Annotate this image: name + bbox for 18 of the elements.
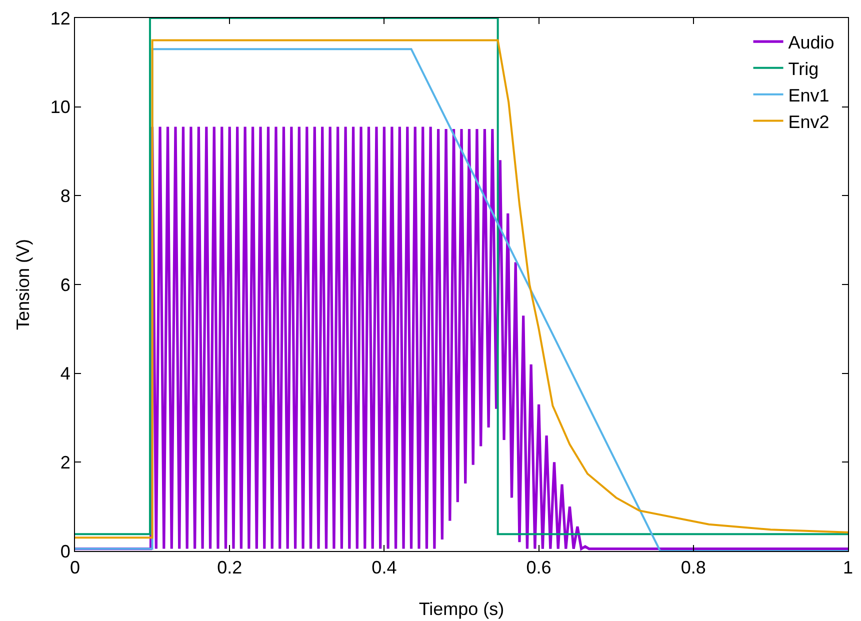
x-tick-label: 0.6 bbox=[526, 558, 552, 578]
y-tick-label: 8 bbox=[60, 186, 70, 206]
x-tick-label: 0.4 bbox=[372, 558, 397, 578]
y-axis-title: Tension (V) bbox=[13, 238, 33, 330]
x-tick-label: 0.8 bbox=[680, 558, 706, 578]
legend-label: Env2 bbox=[788, 112, 830, 132]
y-tick-label: 2 bbox=[60, 452, 70, 472]
y-tick-label: 0 bbox=[60, 541, 70, 562]
y-tick-label: 6 bbox=[60, 274, 70, 295]
y-tick-label: 4 bbox=[60, 364, 70, 384]
x-tick-label: 1 bbox=[842, 558, 854, 578]
x-tick-label: 0.2 bbox=[217, 558, 242, 578]
legend-label: Env1 bbox=[788, 85, 830, 106]
x-axis-title: Tiempo (s) bbox=[418, 599, 504, 619]
y-tick-label: 12 bbox=[50, 8, 70, 28]
y-tick-label: 10 bbox=[50, 97, 70, 118]
legend-label: Trig bbox=[788, 58, 819, 79]
legend-label: Audio bbox=[788, 32, 834, 53]
